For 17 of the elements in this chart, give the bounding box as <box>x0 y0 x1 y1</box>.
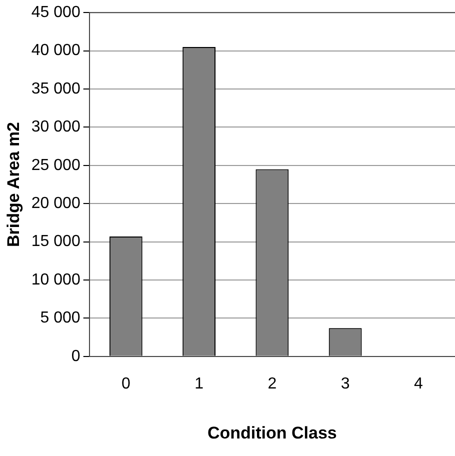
y-tick-label: 30 000 <box>31 118 80 136</box>
x-tick-label: 1 <box>194 375 204 392</box>
x-axis-title: Condition Class <box>207 423 337 442</box>
y-axis-title: Bridge Area m2 <box>4 122 23 248</box>
x-tick-label: 0 <box>121 375 130 392</box>
x-tick-label: 2 <box>268 375 277 392</box>
y-tick-label: 40 000 <box>31 42 80 60</box>
x-tick-label: 3 <box>340 375 350 392</box>
y-tick-label: 10 000 <box>31 271 80 288</box>
y-tick-label: 5 000 <box>40 310 80 327</box>
y-tick-label: 45 000 <box>31 4 80 22</box>
y-tick-label: 0 <box>71 348 80 365</box>
y-tick-label: 25 000 <box>31 156 80 174</box>
y-tick-label: 20 000 <box>31 195 80 212</box>
y-tick-label: 15 000 <box>31 233 80 250</box>
x-tick-label: 4 <box>414 375 423 392</box>
y-tick-label: 35 000 <box>31 80 80 98</box>
